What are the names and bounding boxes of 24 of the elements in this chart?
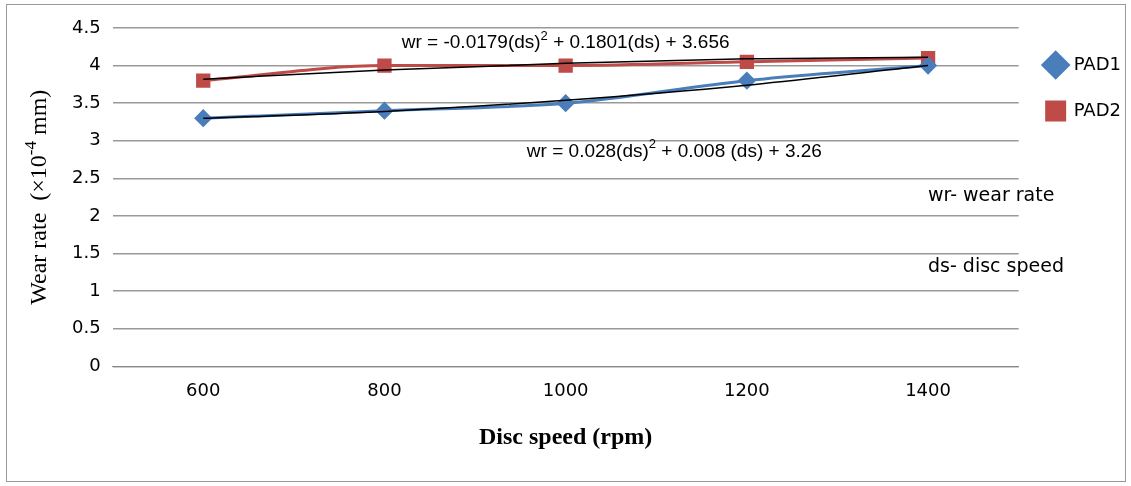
annotation: wr- wear rate xyxy=(928,182,1055,205)
y-tick-label: 1 xyxy=(89,278,101,300)
x-tick-label: 1400 xyxy=(905,378,951,400)
y-tick-label: 4.5 xyxy=(71,15,101,37)
annotation: ds- disc speed xyxy=(928,253,1064,276)
y-tick-label: 0.5 xyxy=(71,316,101,338)
point xyxy=(738,72,756,90)
y-tick-label: 4 xyxy=(89,53,101,75)
y-tick-label: 3 xyxy=(89,128,101,150)
y-tick-label: 2 xyxy=(89,203,101,225)
x-tick-label: 800 xyxy=(367,378,402,400)
y-tick-label: 0 xyxy=(89,354,101,376)
x-tick-label: 1000 xyxy=(542,378,589,400)
y-tick-label: 3.5 xyxy=(71,90,101,112)
y-tick-label: 2.5 xyxy=(71,166,101,188)
point xyxy=(558,58,573,73)
legend-label: PAD2 xyxy=(1073,98,1122,120)
x-axis-title: Disc speed (rpm) xyxy=(478,423,653,450)
legend-label: PAD1 xyxy=(1073,52,1122,74)
y-axis-title: Wear rate (×10-4 mm) xyxy=(21,89,52,305)
point xyxy=(196,73,211,88)
x-tick-label: 1200 xyxy=(723,378,770,400)
y-tick-label: 1.5 xyxy=(71,241,101,263)
x-tick-label: 600 xyxy=(186,378,221,400)
